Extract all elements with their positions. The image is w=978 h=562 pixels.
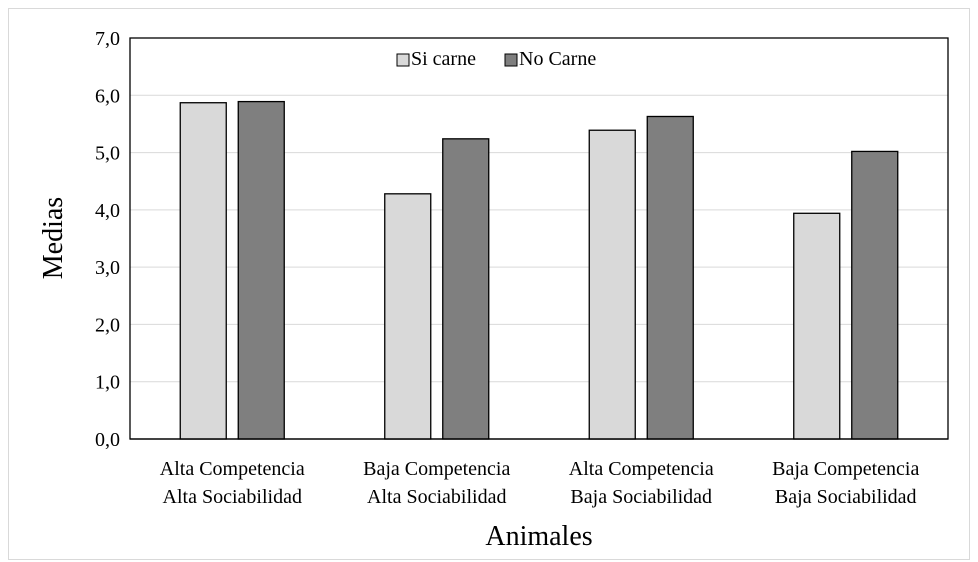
y-tick-label: 5,0 [95, 143, 120, 165]
x-tick-label: Baja Competencia [363, 458, 510, 480]
x-tick-label: Baja Sociabilidad [775, 486, 917, 508]
legend-label: Si carne [411, 48, 476, 70]
plot-border [129, 37, 949, 440]
x-tick-label: Baja Sociabilidad [570, 486, 712, 508]
y-tick-label: 2,0 [95, 314, 120, 336]
legend-swatch [396, 53, 410, 67]
y-tick-label: 6,0 [95, 85, 120, 107]
bar-si-carne [588, 129, 636, 440]
legend-swatch [504, 53, 518, 67]
y-axis-label: Medias [38, 197, 69, 279]
x-tick-label: Alta Competencia [569, 458, 714, 480]
y-tick-label: 1,0 [95, 372, 120, 394]
bars [179, 100, 899, 440]
bar-no-carne [646, 115, 694, 440]
bar-no-carne [237, 100, 285, 440]
legend: Si carne No Carne [396, 48, 596, 70]
legend-label: No Carne [519, 48, 596, 70]
x-tick-label: Alta Competencia [160, 458, 305, 480]
bar-no-carne [442, 138, 490, 440]
bar-si-carne [179, 102, 227, 440]
bar-si-carne [793, 212, 841, 440]
y-tick-label: 3,0 [95, 257, 120, 279]
x-tick-label: Alta Sociabilidad [367, 486, 506, 508]
y-tick-label: 0,0 [95, 429, 120, 451]
y-tick-label: 7,0 [95, 28, 120, 50]
y-tick-labels: 0,0 1,0 2,0 3,0 4,0 5,0 6,0 7,0 [95, 28, 120, 451]
x-tick-label: Alta Sociabilidad [163, 486, 302, 508]
bar-si-carne [384, 193, 432, 440]
x-tick-label: Baja Competencia [772, 458, 919, 480]
bar-no-carne [851, 150, 899, 440]
x-axis-label: Animales [485, 521, 592, 552]
x-tick-labels: Alta Competencia Alta Sociabilidad Baja Co… [160, 458, 920, 508]
y-tick-label: 4,0 [95, 200, 120, 222]
